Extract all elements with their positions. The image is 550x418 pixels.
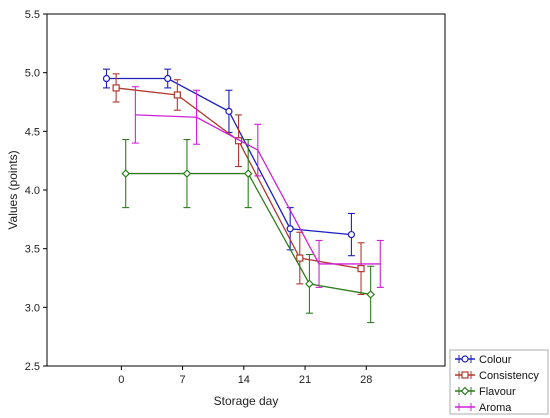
y-tick-label: 5.5 xyxy=(25,9,40,21)
legend-marker xyxy=(461,371,469,379)
data-point xyxy=(121,169,131,178)
data-point xyxy=(357,265,365,273)
series-consistency xyxy=(112,73,365,295)
x-tick-label: 21 xyxy=(299,374,311,386)
data-point xyxy=(173,91,181,99)
data-point xyxy=(225,107,233,115)
data-point xyxy=(112,84,120,92)
data-point xyxy=(243,169,253,178)
x-axis-title: Storage day xyxy=(214,394,279,408)
y-tick-label: 4.5 xyxy=(25,126,40,138)
x-tick-label: 14 xyxy=(238,374,250,386)
data-point xyxy=(286,225,294,233)
y-tick-label: 5.0 xyxy=(25,68,40,80)
series-colour xyxy=(102,68,356,257)
y-axis-title: Values (points) xyxy=(6,150,20,229)
data-point xyxy=(305,279,314,289)
x-tick-label: 0 xyxy=(118,374,124,386)
plot-frame xyxy=(46,13,446,367)
data-series xyxy=(102,68,384,324)
legend-label: Aroma xyxy=(479,402,512,414)
legend-marker xyxy=(461,355,469,363)
legend: Colour Consistency Flavour Aroma xyxy=(449,349,549,415)
data-point xyxy=(366,290,375,299)
y-axis: 2.5 3.0 3.5 4.0 4.5 5.0 5.5 xyxy=(25,9,47,373)
data-point xyxy=(102,74,111,83)
legend-label: Flavour xyxy=(479,386,516,398)
x-tick-label: 7 xyxy=(180,374,186,386)
x-tick-label: 28 xyxy=(360,374,372,386)
y-tick-label: 3.5 xyxy=(25,244,40,256)
data-point xyxy=(296,254,304,262)
series-flavour xyxy=(121,138,375,324)
data-point xyxy=(347,230,356,239)
legend-label: Consistency xyxy=(479,370,539,382)
legend-marker xyxy=(460,386,470,396)
y-tick-label: 2.5 xyxy=(25,361,40,373)
data-point xyxy=(164,74,172,83)
legend-label: Colour xyxy=(479,354,512,366)
y-tick-label: 4.0 xyxy=(25,185,40,197)
y-tick-label: 3.0 xyxy=(25,302,40,314)
data-point xyxy=(182,169,192,178)
series-aroma xyxy=(131,86,384,288)
x-axis: 0 7 14 21 28 xyxy=(118,366,372,386)
